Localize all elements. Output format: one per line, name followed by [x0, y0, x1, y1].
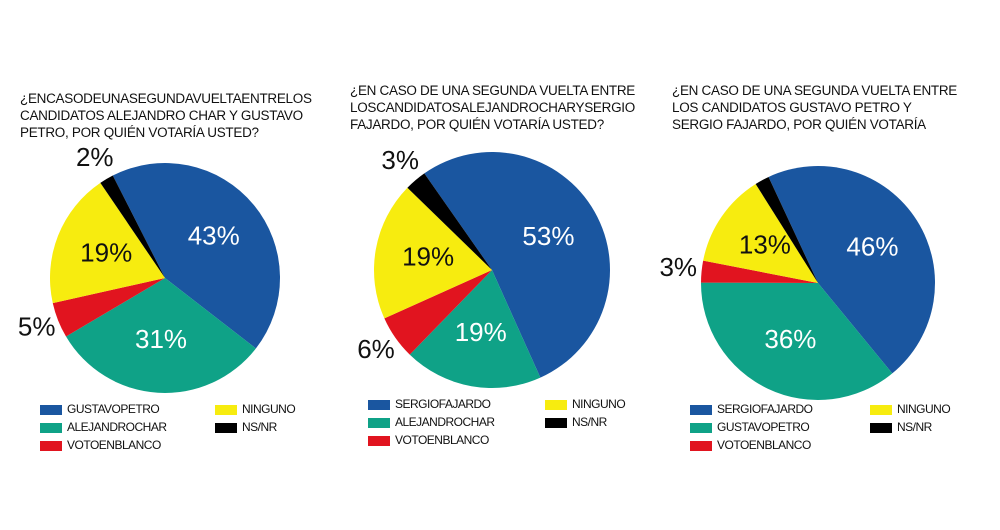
value-label: 2%: [76, 142, 114, 172]
legend-swatch: [690, 423, 712, 433]
value-label: 19%: [80, 238, 132, 268]
pie-slice: [755, 176, 818, 283]
pie-slice: [701, 260, 818, 283]
legend-label: GUSTAVOPETRO: [717, 420, 809, 434]
legend-label: VOTOENBLANCO: [395, 433, 489, 447]
legend-swatch: [215, 405, 237, 415]
legend-label: ALEJANDROCHAR: [67, 420, 167, 434]
value-label: 3%: [381, 145, 419, 175]
legend-swatch: [870, 423, 892, 433]
legend-swatch: [690, 441, 712, 451]
legend-swatch: [870, 405, 892, 415]
legend-label: NINGUNO: [242, 402, 295, 416]
value-label: 43%: [188, 221, 240, 251]
chart-title: ¿EN CASO DE UNA SEGUNDA VUELTA ENTRE LOS…: [672, 83, 958, 132]
pie-slice: [703, 183, 818, 283]
pie-slice: [407, 173, 492, 270]
legend-label: SERGIOFAJARDO: [717, 402, 813, 416]
legend-swatch: [215, 423, 237, 433]
legend-label: NINGUNO: [572, 397, 625, 411]
legend-swatch: [690, 405, 712, 415]
legend-swatch: [545, 400, 567, 410]
legend-swatch: [40, 405, 62, 415]
pie-slice: [373, 187, 492, 319]
value-label: 5%: [18, 312, 56, 342]
value-label: 46%: [846, 232, 898, 262]
value-label: 36%: [764, 324, 816, 354]
legend-label: NINGUNO: [897, 402, 950, 416]
legend-swatch: [368, 436, 390, 446]
legend-swatch: [40, 423, 62, 433]
legend-swatch: [368, 400, 390, 410]
chart-title: ¿ENCASODEUNASEGUNDAVUELTAENTRELOS CANDID…: [20, 91, 312, 140]
legend-label: VOTOENBLANCO: [717, 438, 811, 452]
legend-label: NS/NR: [242, 420, 278, 434]
pie-slice: [409, 270, 541, 388]
pie-slice: [50, 182, 165, 304]
pie-slice: [424, 151, 610, 378]
pie-slice: [384, 270, 492, 355]
legend-label: SERGIOFAJARDO: [395, 397, 491, 411]
value-label: 19%: [402, 242, 454, 272]
value-label: 6%: [357, 334, 395, 364]
value-label: 3%: [659, 252, 697, 282]
legend-label: NS/NR: [897, 420, 933, 434]
value-label: 13%: [739, 230, 791, 260]
pie-slice: [66, 278, 256, 393]
value-label: 53%: [522, 221, 574, 251]
legend-label: GUSTAVOPETRO: [67, 402, 159, 416]
pie-slice: [112, 163, 280, 349]
legend-label: ALEJANDROCHAR: [395, 415, 495, 429]
legend-swatch: [545, 418, 567, 428]
legend-swatch: [368, 418, 390, 428]
legend-label: NS/NR: [572, 415, 608, 429]
chart-title: ¿EN CASO DE UNA SEGUNDA VUELTA ENTRE LOS…: [350, 83, 636, 132]
legend-swatch: [40, 441, 62, 451]
pie-slice: [100, 175, 165, 278]
pie-slice: [52, 278, 165, 337]
value-label: 19%: [455, 317, 507, 347]
pie-slice: [768, 165, 936, 374]
legend-label: VOTOENBLANCO: [67, 438, 161, 452]
value-label: 31%: [135, 324, 187, 354]
pie-slice: [701, 282, 893, 401]
